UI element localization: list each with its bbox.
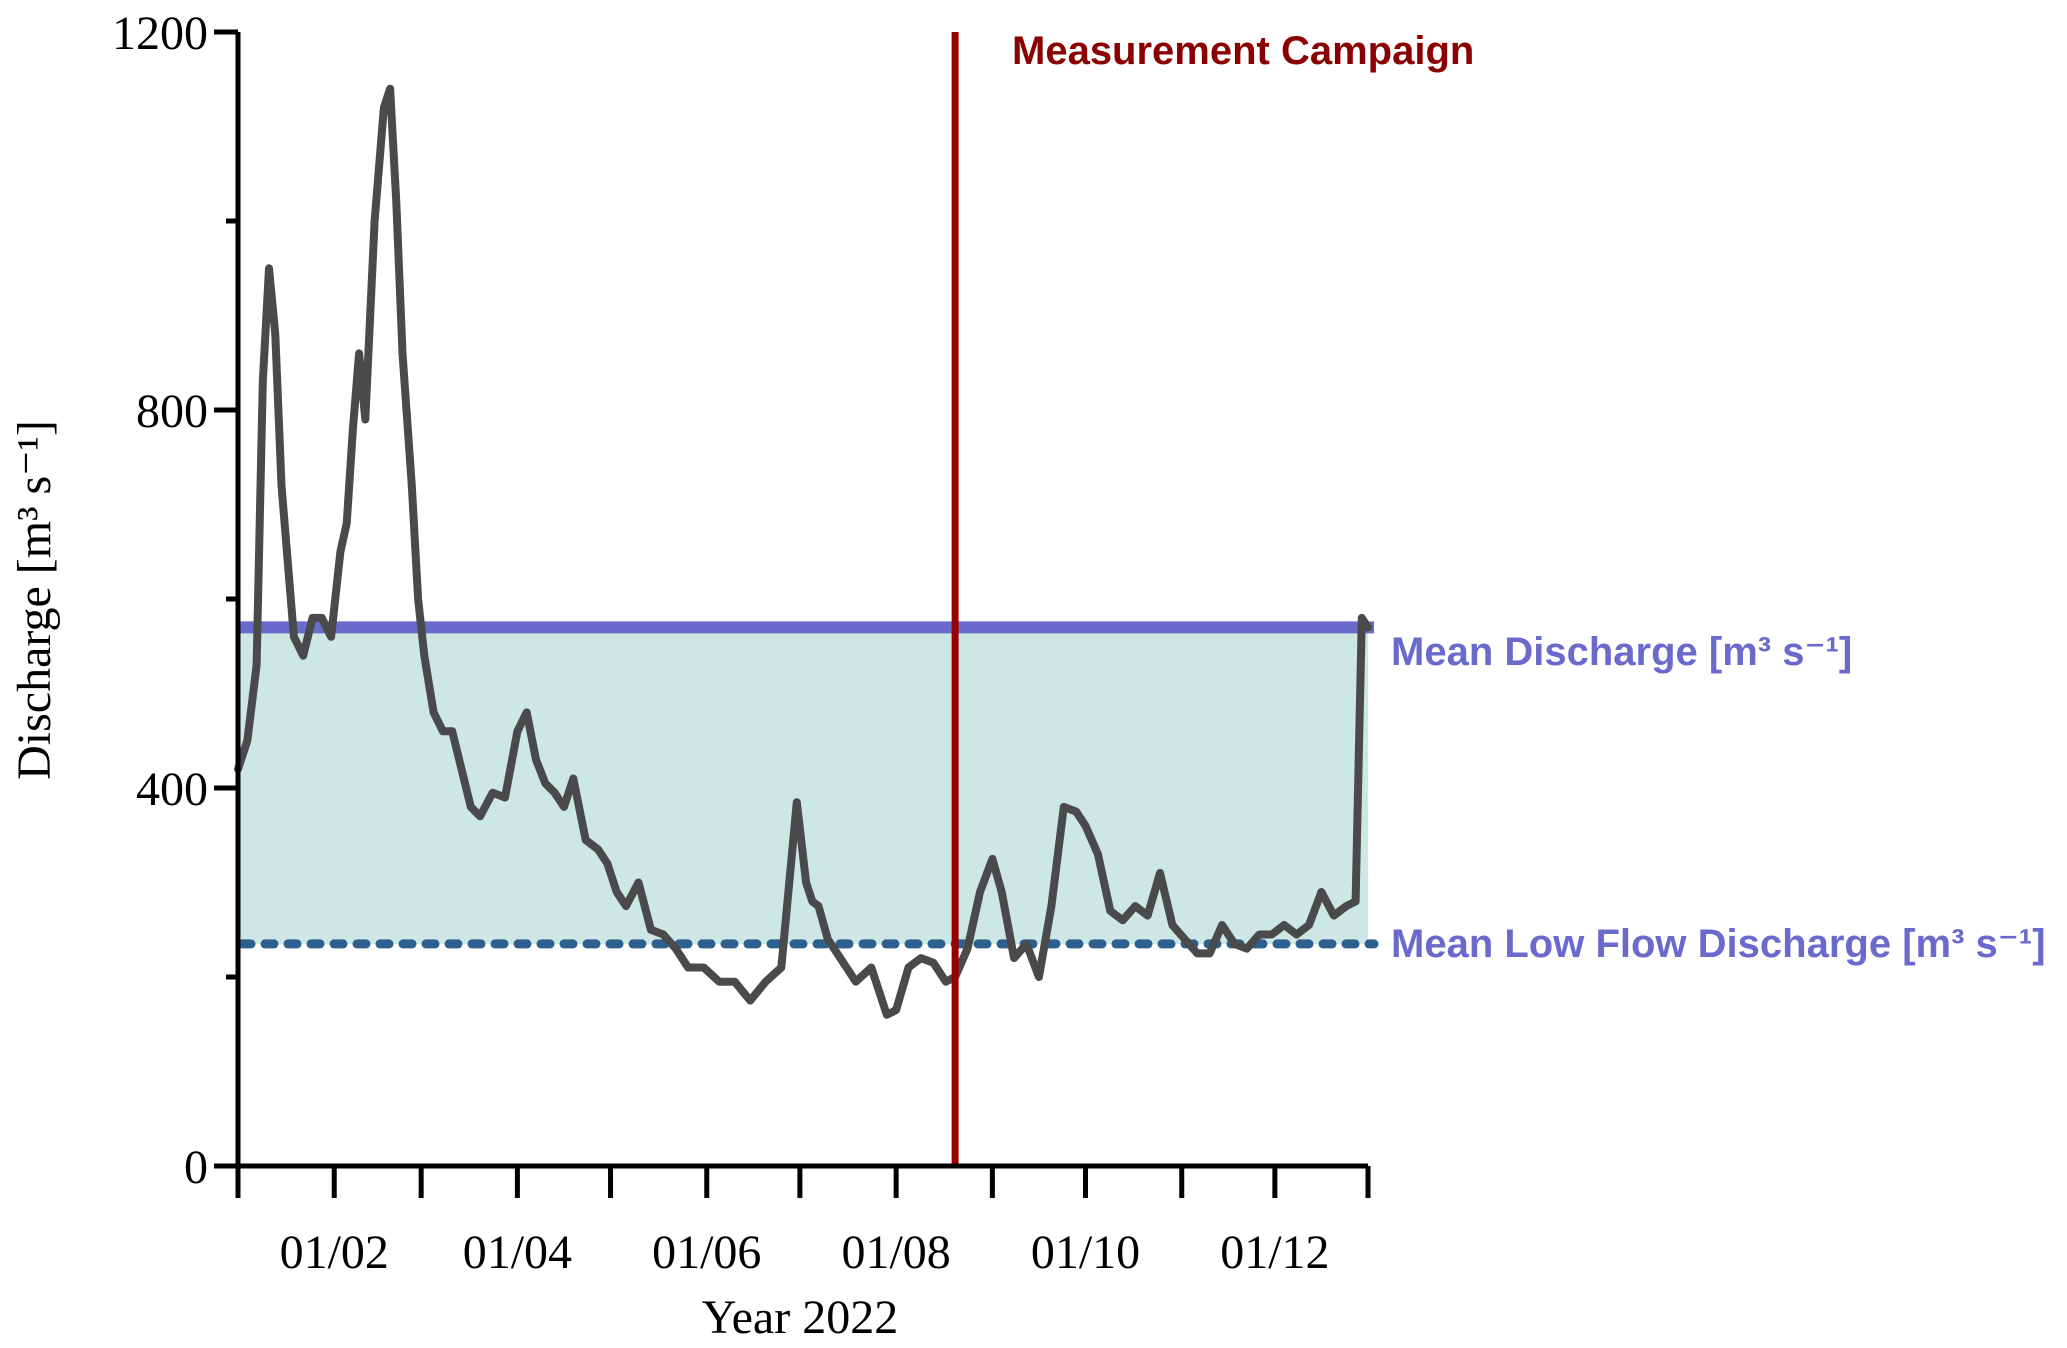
x-tick-label: 01/04 (463, 1226, 572, 1279)
measurement-campaign-label: Measurement Campaign (1012, 29, 1474, 73)
y-tick-label: 800 (136, 385, 208, 438)
mean-discharge-label: Mean Discharge [m³ s⁻¹] (1391, 630, 1852, 674)
x-tick-label: 01/10 (1031, 1226, 1140, 1279)
mean-low-flow-discharge-label: Mean Low Flow Discharge [m³ s⁻¹] (1391, 922, 2046, 966)
x-tick-label: 01/08 (841, 1226, 950, 1279)
y-tick-label: 400 (136, 763, 208, 816)
y-tick-label: 0 (184, 1141, 208, 1194)
discharge-series-line (234, 84, 1372, 1019)
mean-range-band (238, 627, 1368, 944)
y-tick-label: 1200 (112, 7, 208, 60)
x-axis-title: Year 2022 (702, 1291, 898, 1344)
x-tick-label: 01/06 (652, 1226, 761, 1279)
x-tick-label: 01/02 (280, 1226, 389, 1279)
x-tick-label: 01/12 (1220, 1226, 1329, 1279)
y-axis-title: Discharge [m³ s⁻¹] (8, 420, 61, 780)
